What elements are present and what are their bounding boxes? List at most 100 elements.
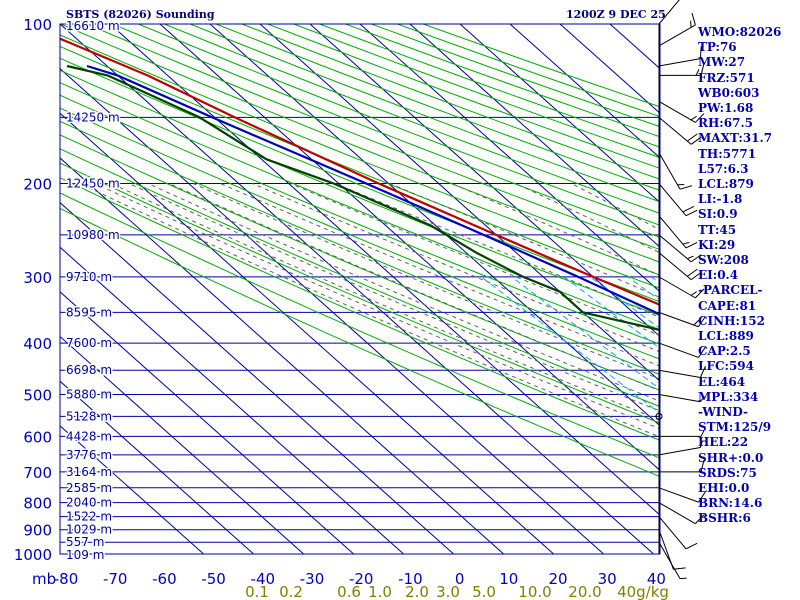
index-line: STM:125/9: [698, 420, 772, 435]
wind-barb-flag: [700, 430, 705, 437]
wind-barb-flag: [699, 46, 702, 59]
wind-barb-flag: [690, 291, 697, 296]
height-tick-label: 557 m: [66, 535, 104, 549]
wind-barb-flag: [695, 113, 705, 123]
height-tick-label: 5128 m: [66, 409, 112, 423]
temperature-tick-label: -70: [103, 570, 128, 588]
wind-barb-staff: [658, 152, 681, 190]
wind-barb-staff: [658, 529, 674, 570]
moist-adiabat-line: [147, 183, 660, 402]
parcel-profile-line: [86, 64, 660, 316]
pressure-tick-label: 600: [23, 428, 52, 446]
isotherm-line: [60, 335, 304, 554]
temperature-tick-label: -20: [349, 570, 374, 588]
pressure-axis-unit: mb: [32, 570, 56, 588]
isotherm-line: [409, 24, 660, 248]
dry-adiabat-line: [60, 69, 660, 317]
isotherm-line: [60, 246, 404, 554]
index-line: MAXT:31.7: [698, 131, 773, 146]
station-title: SBTS (82026) Sounding: [66, 8, 215, 21]
wind-barb-flag: [673, 567, 686, 570]
mixing-ratio-label: 10.0: [518, 583, 551, 600]
pressure-tick-label: 900: [23, 522, 52, 540]
height-tick-label: 6698 m: [66, 363, 112, 377]
temperature-tick-label: 0: [455, 570, 465, 588]
index-line: MW:27: [698, 55, 746, 70]
index-line: TH:5771: [698, 146, 757, 161]
index-line: TP:76: [698, 40, 737, 55]
wind-barb-flag: [698, 346, 706, 358]
wind-barb-flag: [700, 63, 705, 76]
dry-adiabat-line: [86, 24, 660, 251]
dry-adiabat-line: [60, 24, 660, 263]
wind-barb-flag: [685, 209, 698, 217]
wind-barb-flag: [699, 396, 705, 403]
isotherm-line: [109, 24, 660, 516]
temperature-tick-label: -50: [201, 570, 226, 588]
height-tick-label: 4428 m: [66, 429, 112, 443]
index-line: KI:29: [698, 237, 736, 252]
height-tick-label: 10980 m: [66, 228, 120, 242]
mixing-ratio-line: [511, 276, 660, 390]
height-tick-label: 3776 m: [66, 448, 112, 462]
index-line: SRDS:75: [698, 465, 757, 480]
height-tick-label: 2040 m: [66, 496, 112, 510]
index-line: SW:208: [698, 253, 749, 267]
height-tick-label: 2585 m: [66, 481, 112, 495]
wind-barb-flag: [682, 206, 695, 213]
wind-barbs-layer: [655, 0, 706, 580]
isotherm-line: [60, 67, 604, 554]
dry-adiabat-line: [60, 120, 660, 376]
index-line: MPL:334: [698, 389, 759, 404]
wind-barb-staff: [658, 101, 696, 123]
wind-barb-flag: [685, 542, 698, 550]
mixing-ratio-label: 0.1: [245, 583, 269, 600]
index-line: PW:1.68: [698, 101, 754, 115]
dry-adiabat-line: [60, 134, 660, 391]
height-tick-label: 7600 m: [66, 336, 112, 350]
temperature-tick-label: -40: [251, 570, 276, 588]
wind-barb-staff: [658, 24, 696, 47]
dry-adiabat-line: [60, 177, 660, 441]
plot-frame: [59, 23, 661, 555]
wind-barb-staff: [658, 516, 687, 550]
isotherm-line: [60, 425, 204, 554]
index-line: -PARCEL-: [698, 283, 763, 298]
dry-adiabat-line: [60, 148, 660, 408]
series-layer: [60, 37, 660, 332]
wind-barb-staff: [658, 252, 692, 281]
wind-barb-flag: [693, 320, 699, 326]
wind-barb-flag: [687, 268, 698, 277]
wind-calm-marker: [655, 412, 663, 420]
wind-barb-flag: [690, 115, 697, 121]
height-tick-label: 1029 m: [66, 523, 112, 537]
moist-adiabat-line: [79, 183, 660, 438]
index-line: CINH:152: [698, 313, 765, 328]
wind-barb-flag: [679, 185, 693, 190]
wind-barb-flag: [691, 12, 696, 26]
wind-barb-flag: [682, 242, 690, 245]
wind-barb-flag: [687, 255, 694, 260]
wind-barb-flag: [695, 288, 705, 299]
wind-barb-staff: [658, 369, 701, 378]
index-line: SHR+:0.0: [698, 450, 764, 465]
wind-barb-staff: [658, 541, 681, 579]
mixing-ratio-label: 1.0: [368, 583, 392, 600]
index-line: BRN:14.6: [698, 496, 763, 511]
wind-barb-staff: [658, 311, 699, 328]
wind-barb-staff: [658, 116, 692, 145]
isotherm-line: [509, 24, 660, 159]
index-line: LCL:879: [698, 177, 754, 191]
index-line: -WIND-: [698, 405, 748, 419]
temperature-tick-label: -60: [152, 570, 177, 588]
isotherm-line: [209, 24, 660, 427]
wind-barb-flag: [698, 316, 706, 328]
index-line: BSHR:6: [698, 511, 751, 526]
index-line: LI:-1.8: [698, 192, 743, 207]
pressure-tick-label: 800: [23, 495, 52, 513]
wind-barb-flag: [700, 459, 705, 473]
valid-time: 1200Z 9 DEC 25: [566, 8, 666, 21]
index-line: L57:6.3: [698, 161, 749, 176]
